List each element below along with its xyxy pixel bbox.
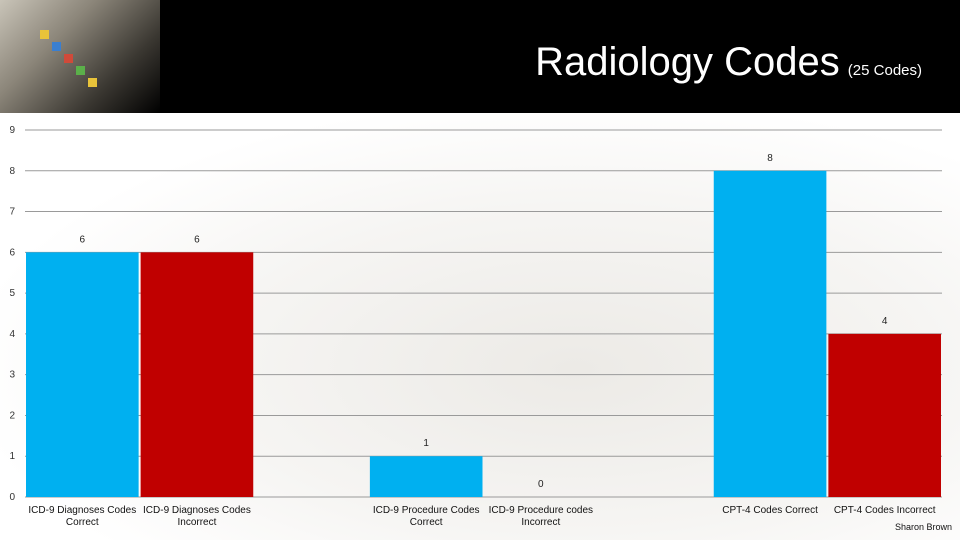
data-label: 6: [194, 234, 200, 245]
y-tick-label: 5: [9, 288, 15, 299]
category-label: ICD-9 Diagnoses Codes Incorrect: [143, 505, 251, 528]
y-tick-label: 1: [9, 451, 15, 462]
category-label: ICD-9 Procedure Codes Correct: [373, 505, 480, 528]
title-subtitle: (25 Codes): [847, 62, 922, 79]
y-tick-label: 9: [9, 125, 15, 136]
data-label: 4: [882, 316, 888, 327]
category-label: ICD-9 Diagnoses Codes Correct: [28, 505, 136, 528]
bar-2: [369, 456, 483, 497]
data-label: 6: [80, 234, 86, 245]
title-main: Radiology Codes: [535, 40, 840, 84]
code-tile-decoration: [40, 30, 49, 39]
y-tick-label: 2: [9, 410, 15, 421]
y-tick-label: 6: [9, 247, 15, 258]
y-axis-ticks: 0 1 2 3 4 5 6 7 8 9: [9, 125, 15, 503]
bar-4: [713, 170, 827, 497]
y-tick-label: 4: [9, 329, 15, 340]
medical-codes-stethoscope-image: [0, 0, 160, 113]
data-labels: 6 6 1 0 8 4: [80, 153, 888, 490]
author-credit: Sharon Brown: [894, 522, 952, 532]
code-tile-decoration: [76, 66, 85, 75]
category-label: CPT-4 Codes Correct: [722, 505, 818, 516]
code-tile-decoration: [88, 78, 97, 87]
y-tick-label: 7: [9, 207, 15, 218]
category-label: CPT-4 Codes Incorrect: [834, 505, 936, 516]
data-label: 1: [423, 438, 429, 449]
header-bar: Radiology Codes (25 Codes): [0, 0, 960, 113]
category-labels: ICD-9 Diagnoses Codes Correct ICD-9 Diagno…: [28, 505, 935, 528]
bar-0: [26, 252, 139, 497]
category-label: ICD-9 Procedure codes Incorrect: [489, 505, 594, 528]
code-tile-decoration: [64, 54, 73, 63]
bar-5: [828, 333, 941, 497]
bar-1: [140, 252, 254, 497]
bars: [26, 170, 941, 497]
y-tick-label: 8: [9, 166, 15, 177]
y-tick-label: 0: [9, 492, 15, 503]
chart-title: Radiology Codes (25 Codes): [535, 40, 922, 85]
data-label: 0: [538, 479, 544, 490]
code-tile-decoration: [52, 42, 61, 51]
data-label: 8: [767, 153, 773, 164]
y-tick-label: 3: [9, 370, 15, 381]
